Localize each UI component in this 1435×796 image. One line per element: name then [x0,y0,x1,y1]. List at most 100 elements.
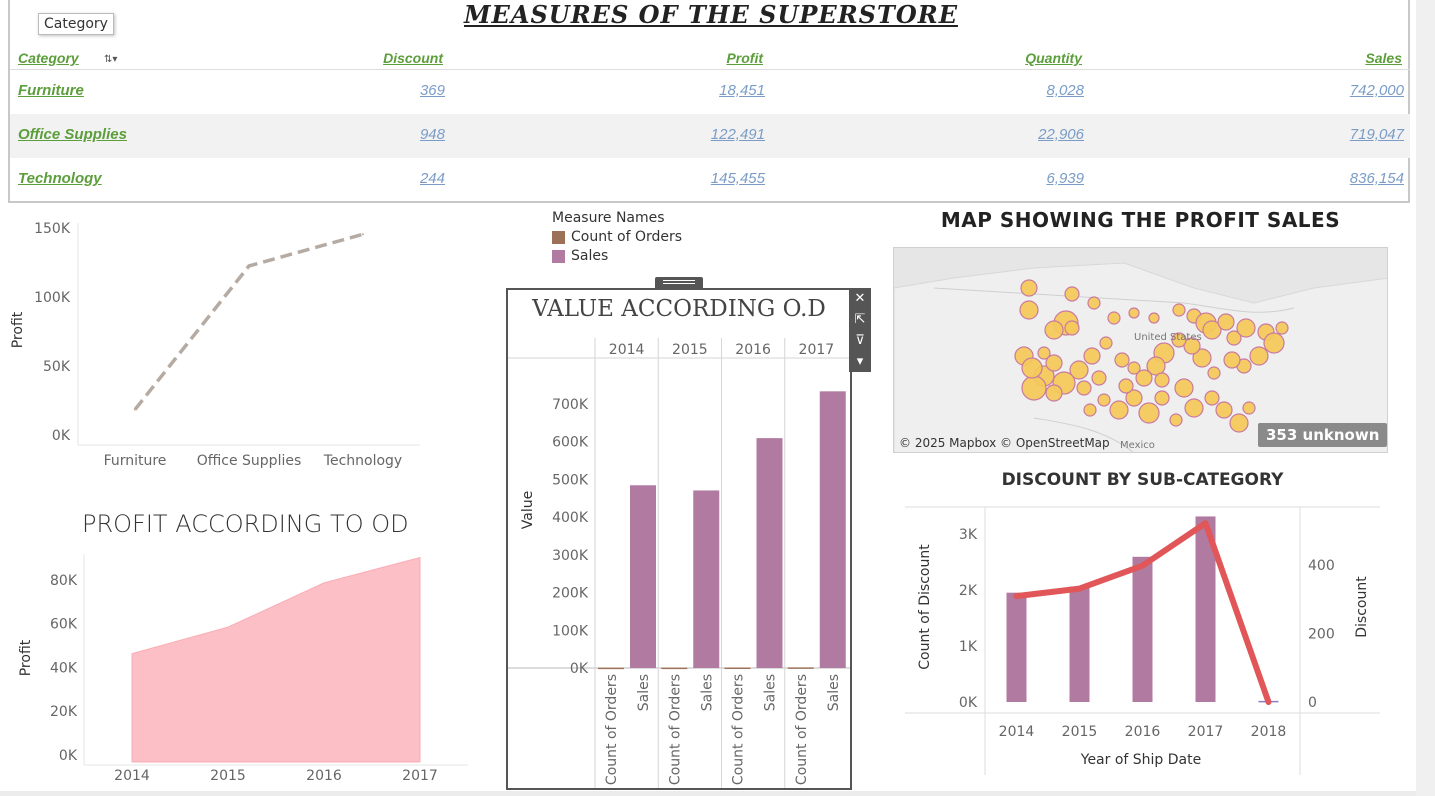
border-line [1033,417,1134,452]
left-tick-label: 2K [959,583,978,599]
sort-icon[interactable]: ⇅▾ [104,54,118,65]
header-profit[interactable]: Profit [726,50,763,66]
legend-label: Sales [571,248,609,264]
vertical-scrollbar[interactable] [1416,0,1435,796]
open-external-icon[interactable]: ⇱ [854,312,866,327]
location-mark [1128,307,1140,319]
location-mark [1020,279,1038,297]
count-of-discount-bar [1006,592,1027,702]
left-tick-label: 3K [959,527,978,543]
right-tick-label: 200 [1308,626,1335,642]
discount-point [1203,521,1208,526]
profit-line-chart[interactable]: 0K 50K 100K 150K Furniture Office Supplies Tec… [0,210,440,480]
header-category[interactable]: Category [18,50,79,66]
y-axis-title: Profit [18,639,34,676]
x-tick-label: Furniture [104,453,167,469]
measure-names-legend: Measure Names Count of Orders Sales [552,210,682,264]
profit-area-chart[interactable]: 0K 20K 40K 60K 80K 2014 2015 2016 2017 Profit [0,540,480,790]
header-discount[interactable]: Discount [383,50,443,66]
row-discount[interactable]: 948 [419,126,445,143]
location-mark [1107,311,1121,325]
profit-point [248,264,250,267]
x-tick-label: 2014 [114,768,150,784]
table-row[interactable]: Technology 244 145,455 6,939 836,154 [10,158,1410,202]
location-mark [1044,320,1064,340]
location-mark [1146,356,1166,376]
discount-point [1014,594,1019,599]
right-tick-label: 400 [1308,558,1335,574]
series-tick-label: Sales [699,674,715,711]
sales-bar [630,485,656,668]
discount-combo-chart[interactable]: 0K 1K 2K 3K 0 200 400 2014 2015 2016 2017 2018 Year … [905,495,1405,785]
series-tick-label: Count of Orders [604,674,620,785]
series-tick-label: Sales [826,674,842,711]
row-profit[interactable]: 145,455 [710,170,765,187]
y-tick-label: 400K [552,510,589,526]
discount-combo-plot: 0K 1K 2K 3K 0 200 400 2014 2015 2016 2017 2018 Year … [905,506,1380,775]
header-quantity[interactable]: Quantity [1025,50,1082,66]
location-mark [1249,346,1269,366]
location-mark [1099,336,1113,350]
header-sales[interactable]: Sales [1365,50,1402,66]
border-line [933,287,1295,313]
row-discount[interactable]: 369 [419,82,445,99]
location-mark [1184,398,1204,418]
category-tooltip: Category [38,13,114,35]
y-tick-label: 80K [50,573,78,589]
location-mark [1154,390,1170,406]
location-mark [1045,354,1063,372]
row-quantity[interactable]: 8,028 [1046,82,1084,99]
location-mark [1118,378,1134,394]
table-row[interactable]: Office Supplies 948 122,491 22,906 719,0… [10,114,1410,158]
location-mark [1174,378,1194,398]
discount-point [1077,586,1082,591]
close-icon[interactable]: ✕ [854,291,866,306]
location-mark [1236,318,1256,338]
map-attribution[interactable]: © 2025 Mapbox © OpenStreetMap [899,436,1110,450]
row-quantity[interactable]: 6,939 [1046,170,1084,187]
value-bar-chart[interactable]: 2014 Count of Orders Sales 2015 Count of Ord… [508,290,850,788]
location-mark [1223,351,1241,369]
location-mark [1148,312,1160,324]
year-header: 2015 [672,342,708,358]
profit-point [134,408,136,411]
left-axis-title: Count of Discount [917,544,933,670]
x-tick-label: 2017 [402,768,438,784]
row-category[interactable]: Furniture [18,82,84,99]
filter-icon[interactable]: ⊽ [855,333,865,348]
legend-item-sales[interactable]: Sales [552,248,682,264]
y-tick-label: 300K [552,548,589,564]
table-row[interactable]: Furniture 369 18,451 8,028 742,000 [10,70,1410,114]
unknown-locations-badge[interactable]: 353 unknown [1258,423,1388,447]
sales-bar [819,391,846,668]
row-discount[interactable]: 244 [419,170,445,187]
row-category[interactable]: Office Supplies [18,126,127,143]
location-mark [1138,402,1160,424]
location-mark [1064,320,1080,336]
count-of-discount-bar [1195,516,1216,702]
row-sales[interactable]: 742,000 [1349,82,1404,99]
x-tick-label: 2016 [1125,724,1161,740]
legend-swatch [552,249,565,263]
legend-item-count-of-orders[interactable]: Count of Orders [552,229,682,245]
location-mark [1169,413,1183,427]
x-tick-label: 2014 [999,724,1035,740]
value-chart-container[interactable]: VALUE ACCORDING O.D 2014 Count of Orders S… [506,288,852,790]
legend-label: Count of Orders [571,229,683,245]
row-sales[interactable]: 719,047 [1349,126,1404,143]
row-category[interactable]: Technology [18,170,102,187]
row-profit[interactable]: 18,451 [719,82,765,99]
drag-handle[interactable] [655,277,703,288]
more-options-icon[interactable]: ▾ [856,354,864,369]
year-header: 2017 [799,342,835,358]
value-bar-plot: 2014 Count of Orders Sales 2015 Count of Ord… [508,338,850,788]
x-tick-label: Office Supplies [197,453,302,469]
location-mark [1069,360,1089,380]
header-divider [10,69,1410,70]
location-mark [1204,390,1220,406]
row-profit[interactable]: 122,491 [710,126,765,143]
profit-sales-map[interactable]: United States Mexico [893,247,1388,453]
map-canvas[interactable]: United States Mexico [894,248,1388,453]
row-quantity[interactable]: 22,906 [1038,126,1084,143]
row-sales[interactable]: 836,154 [1349,170,1404,187]
